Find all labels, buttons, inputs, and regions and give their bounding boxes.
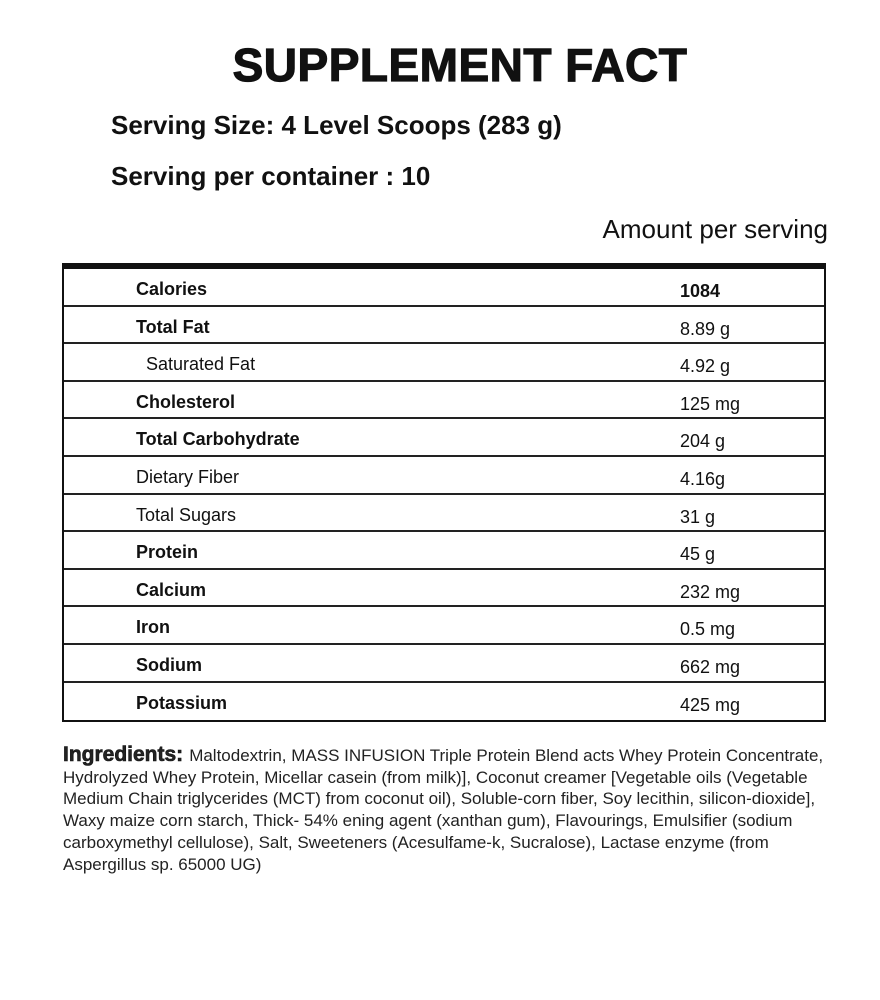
nutrient-value: 8.89 g	[680, 318, 731, 339]
table-row: Dietary Fiber 4.16g	[64, 457, 824, 495]
nutrient-value: 425 mg	[680, 694, 741, 715]
table-row: Cholesterol 125 mg	[64, 382, 824, 420]
table-row: Total Carbohydrate 204 g	[64, 419, 824, 457]
nutrient-label: Calories	[136, 279, 208, 299]
nutrient-label: Total Fat	[136, 316, 210, 337]
nutrient-label: Iron	[136, 617, 170, 638]
page-title: SUPPLEMENT FACT	[232, 38, 688, 91]
nutrient-label: Dietary Fiber	[136, 466, 240, 487]
nutrition-table: Calories 1084 Total Fat 8.89 g Saturated Fat…	[62, 263, 826, 722]
nutrient-value: 204 g	[680, 431, 726, 452]
nutrient-value: 1084	[680, 281, 721, 301]
table-row: Total Sugars 31 g	[64, 495, 824, 533]
nutrient-value: 31 g	[680, 506, 716, 527]
nutrient-value: 4.92 g	[680, 356, 731, 377]
nutrient-label: Total Carbohydrate	[136, 429, 300, 450]
nutrient-label: Potassium	[136, 692, 228, 713]
nutrient-label: Sodium	[136, 654, 202, 675]
nutrient-value: 45 g	[680, 544, 716, 565]
nutrient-label: Calcium	[136, 579, 207, 600]
nutrient-label: Saturated Fat	[146, 354, 256, 375]
ingredients-heading: Ingredients:	[63, 743, 184, 766]
table-row: Sodium 662 mg	[64, 645, 824, 683]
ingredients-text: Maltodextrin, MASS INFUSION Triple Prote…	[63, 746, 824, 874]
table-row: Protein 45 g	[64, 532, 824, 570]
table-row: Potassium 425 mg	[64, 683, 824, 721]
nutrient-value: 662 mg	[680, 656, 741, 677]
nutrient-value: 4.16g	[680, 468, 726, 489]
amount-per-serving-header: Amount per serving	[602, 214, 828, 244]
servings-per-container: Serving per container : 10	[111, 161, 431, 191]
nutrient-value: 232 mg	[680, 581, 741, 602]
nutrient-value: 125 mg	[680, 393, 741, 414]
nutrient-label: Total Sugars	[136, 504, 237, 525]
ingredients: Ingredients: Maltodextrin, MASS INFUSION …	[63, 743, 833, 875]
table-row: Calories 1084	[64, 269, 824, 307]
nutrient-label: Protein	[136, 542, 199, 563]
table-row: Iron 0.5 mg	[64, 607, 824, 645]
nutrient-value: 0.5 mg	[680, 619, 736, 640]
nutrient-label: Cholesterol	[136, 391, 236, 412]
table-row: Calcium 232 mg	[64, 570, 824, 608]
table-row: Saturated Fat 4.92 g	[64, 344, 824, 382]
serving-size: Serving Size: 4 Level Scoops (283 g)	[111, 110, 562, 140]
table-row: Total Fat 8.89 g	[64, 307, 824, 345]
